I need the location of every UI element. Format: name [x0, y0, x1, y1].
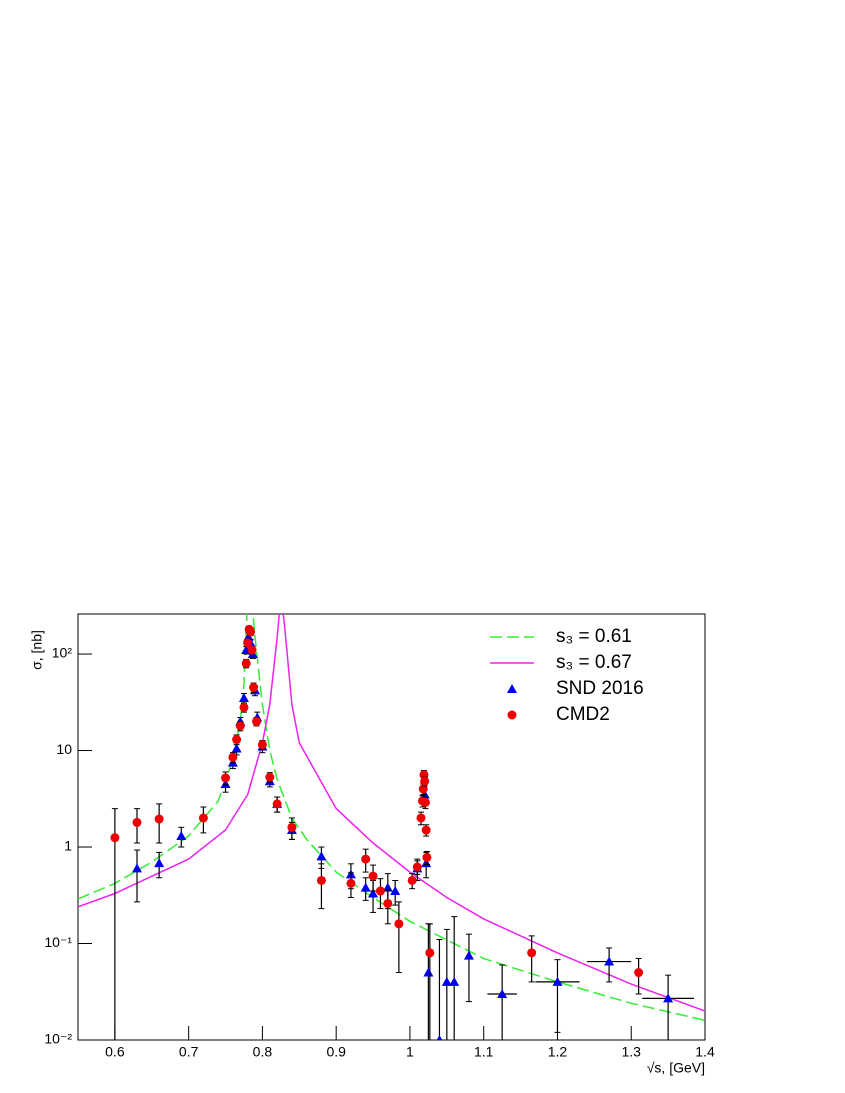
- marker: [221, 773, 231, 783]
- x-tick-label: 0.7: [179, 1044, 199, 1060]
- x-tick-label: 1: [406, 1044, 414, 1060]
- marker: [241, 658, 251, 668]
- marker: [420, 797, 430, 807]
- marker: [287, 822, 297, 832]
- marker: [265, 772, 275, 782]
- marker: [198, 813, 208, 823]
- marker: [552, 976, 563, 986]
- legend-swatch: [507, 684, 517, 693]
- marker: [441, 976, 452, 986]
- marker: [249, 683, 259, 693]
- marker: [375, 886, 385, 896]
- plot-frame: [77, 613, 706, 1041]
- marker: [316, 875, 326, 885]
- x-tick-label: 1.4: [695, 1044, 715, 1060]
- marker: [368, 871, 378, 881]
- marker: [497, 988, 508, 998]
- marker: [176, 831, 187, 841]
- marker: [243, 638, 253, 648]
- marker: [272, 799, 282, 809]
- marker: [257, 740, 267, 750]
- x-tick-label: 0.9: [326, 1044, 346, 1060]
- y-tick-label: 1: [64, 838, 72, 854]
- marker: [346, 878, 356, 888]
- marker: [246, 627, 256, 637]
- marker: [239, 702, 249, 712]
- marker: [416, 813, 426, 823]
- marker: [132, 863, 143, 873]
- curve: [78, 614, 705, 1012]
- marker: [390, 886, 401, 896]
- legend-label: s₃ = 0.67: [556, 652, 632, 673]
- marker: [238, 693, 249, 703]
- marker: [449, 976, 460, 986]
- marker: [425, 948, 435, 958]
- marker: [235, 721, 245, 731]
- marker: [634, 968, 644, 978]
- x-tick-label: 0.6: [105, 1044, 125, 1060]
- x-axis-label: √s, [GeV]: [647, 1060, 705, 1076]
- marker: [368, 888, 379, 898]
- marker: [247, 645, 257, 655]
- marker: [663, 993, 674, 1003]
- marker: [132, 817, 142, 827]
- legend-label: CMD2: [556, 704, 610, 725]
- curve: [78, 614, 705, 1022]
- marker: [228, 752, 238, 762]
- marker: [231, 743, 242, 753]
- y-tick-label: 10⁻¹: [44, 934, 72, 950]
- marker: [110, 833, 120, 843]
- marker: [360, 882, 371, 892]
- marker: [436, 1035, 443, 1040]
- y-tick-label: 10⁻²: [44, 1031, 72, 1047]
- marker: [394, 919, 404, 929]
- x-tick-label: 1.3: [622, 1044, 642, 1060]
- marker: [154, 858, 165, 868]
- marker: [423, 967, 434, 977]
- x-tick-label: 1.2: [548, 1044, 568, 1060]
- y-tick-label: 10²: [52, 645, 73, 661]
- marker: [407, 875, 417, 885]
- marker: [527, 948, 537, 958]
- marker: [412, 862, 422, 872]
- marker: [232, 735, 242, 745]
- y-axis-label: σ, [nb]: [29, 630, 45, 670]
- x-tick-label: 0.8: [253, 1044, 273, 1060]
- legend-label: SND 2016: [556, 678, 644, 699]
- legend-swatch: [507, 710, 517, 720]
- marker: [421, 825, 431, 835]
- marker: [420, 776, 430, 786]
- x-tick-label: 1.1: [474, 1044, 494, 1060]
- marker: [154, 814, 164, 824]
- plot-area: [78, 614, 705, 1040]
- marker: [422, 852, 432, 862]
- legend-label: s₃ = 0.61: [556, 626, 632, 647]
- marker: [383, 898, 393, 908]
- marker: [361, 854, 371, 864]
- marker: [604, 956, 615, 966]
- marker: [382, 882, 393, 892]
- marker: [418, 784, 428, 794]
- marker: [252, 716, 262, 726]
- marker: [463, 950, 474, 960]
- marker: [316, 851, 327, 861]
- y-tick-label: 10: [56, 741, 72, 757]
